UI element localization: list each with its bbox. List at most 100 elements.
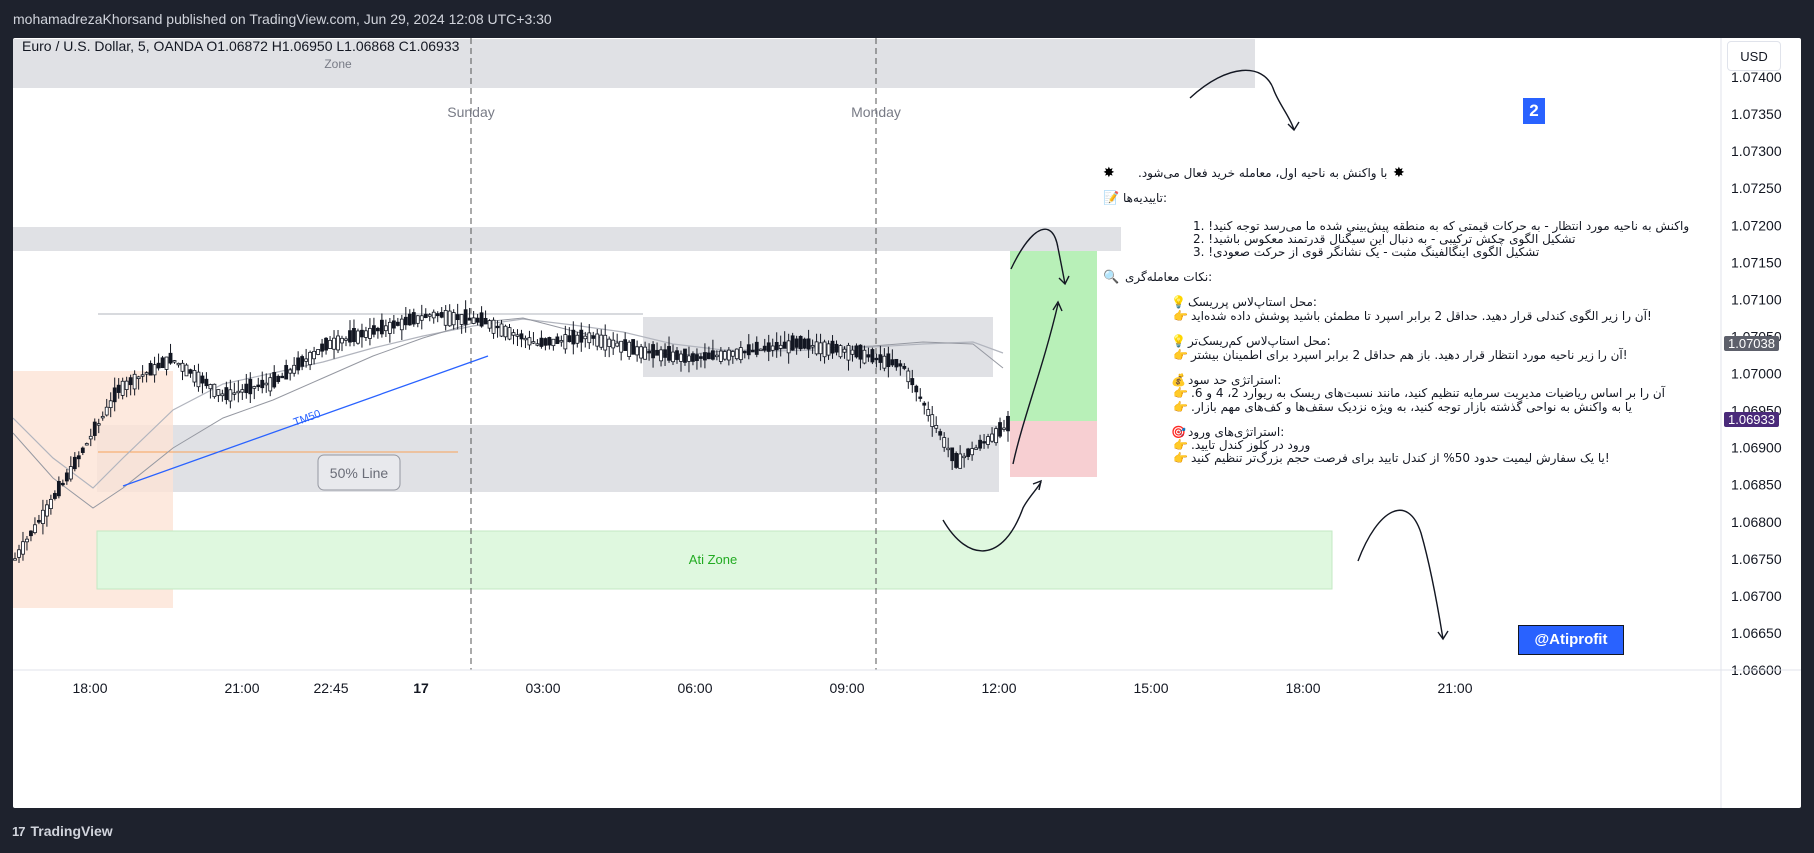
candle-body <box>838 345 843 358</box>
candle-body <box>296 357 301 371</box>
candle-body <box>41 509 45 525</box>
chart-canvas[interactable]: TM50 50% Line Zone Ati Zone Sunday Monda… <box>13 38 1801 808</box>
currency-button[interactable]: USD <box>1727 41 1781 71</box>
candle-body <box>124 380 129 390</box>
price-tick-label: 1.07300 <box>1731 143 1782 159</box>
candle-body <box>986 436 990 445</box>
candle-body <box>368 327 372 339</box>
curve-arrow-top <box>1189 69 1295 131</box>
candle-body <box>172 360 177 363</box>
candle-body <box>108 400 113 409</box>
candle-body <box>116 384 121 393</box>
time-tick-label: 17 <box>413 680 429 696</box>
candle-body <box>627 341 632 357</box>
candle-body <box>13 558 17 561</box>
candle-body <box>140 374 145 377</box>
publisher-line: mohamadrezaKhorsand published on Trading… <box>13 11 552 27</box>
candle-body <box>950 447 955 462</box>
time-tick-label: 18:00 <box>72 680 107 696</box>
session-label-sunday: Sunday <box>447 104 494 120</box>
top-grey-zone <box>13 39 1255 88</box>
candle-body <box>320 343 324 352</box>
candle-body <box>774 341 779 351</box>
candle-body <box>328 339 332 349</box>
candle-body <box>21 541 25 555</box>
candle-body <box>758 348 763 352</box>
candle-body <box>802 338 807 349</box>
hand-icon: 👉 <box>1173 309 1188 323</box>
price-tick-label: 1.07150 <box>1731 254 1782 270</box>
brand[interactable]: 17 TradingView <box>12 823 113 839</box>
candle-body <box>196 371 201 388</box>
candle-body <box>447 310 452 327</box>
candle-body <box>766 342 771 352</box>
candle-body <box>280 375 285 379</box>
candle-body <box>312 350 316 360</box>
prev-price-tag: 1.07038 <box>1724 336 1779 351</box>
notes-headline: .با واکنش به ناحیه اول، معامله خرید فعال… <box>1138 166 1387 181</box>
candle-body <box>571 329 576 345</box>
candle-body <box>292 364 297 374</box>
candle-body <box>395 321 400 326</box>
candle-body <box>607 338 612 348</box>
candle-body <box>372 325 376 335</box>
candle-body <box>555 336 560 344</box>
arrowhead-target <box>1058 275 1070 286</box>
candle-body <box>471 317 476 324</box>
candle-body <box>128 377 133 386</box>
confirmation-2: 2. !تشکیل الگوی چکش ترکیبی - به دنبال ای… <box>1193 232 1575 247</box>
confirmation-3: 3. !تشکیل الگوی اینگالفینگ مثبت - یک نشا… <box>1193 245 1539 260</box>
price-tick-label: 1.06650 <box>1731 625 1782 641</box>
price-tick-label: 1.06700 <box>1731 588 1782 604</box>
candle-body <box>778 344 783 349</box>
candle-body <box>930 414 935 427</box>
candle-body <box>403 316 408 326</box>
price-tick-label: 1.06750 <box>1731 551 1782 567</box>
price-axis[interactable]: 1.07400 1.07350 1.07300 1.07250 1.07200 1.071… <box>1731 69 1782 678</box>
brand-name: TradingView <box>30 823 113 839</box>
price-tick-label: 1.07000 <box>1731 366 1782 382</box>
candle-body <box>415 315 420 324</box>
candle-body <box>615 342 620 347</box>
candle-body <box>192 370 197 383</box>
stop-box <box>1010 421 1097 477</box>
candle-body <box>954 452 959 468</box>
candle-body <box>583 335 588 340</box>
candle-body <box>152 364 157 376</box>
candle-body <box>543 338 548 346</box>
candle-body <box>212 383 217 398</box>
tip-3-body2: .یا به واکنش به نواحی گذشته بازار توجه ک… <box>1191 400 1632 415</box>
candle-body <box>439 312 444 318</box>
candle-body <box>96 423 101 426</box>
candle-body <box>714 354 719 358</box>
candle-body <box>938 431 943 436</box>
candle-body <box>962 455 967 459</box>
candle-body <box>623 339 628 351</box>
candle-body <box>519 333 524 340</box>
candle-body <box>264 382 269 386</box>
candle-body <box>364 330 368 338</box>
candle-body <box>244 383 249 394</box>
candle-body <box>17 549 21 558</box>
bulb-icon: 💡 <box>1171 295 1186 309</box>
hand-icon: 👉 <box>1173 386 1188 400</box>
candle-body <box>352 328 356 343</box>
session-label-monday: Monday <box>851 104 901 120</box>
candle-body <box>56 480 61 497</box>
time-axis[interactable]: 18:00 21:00 22:45 17 03:00 06:00 09:00 12:00 15:… <box>72 680 1472 696</box>
candle-body <box>272 372 277 388</box>
candle-body <box>699 356 703 359</box>
tip-3-body: .آن را بر اساس ریاضیات مدیریت سرمایه تنظ… <box>1191 385 1666 401</box>
confirmation-1: 1. !واکنش به ناحیه مورد انتظار - به حرکا… <box>1193 219 1689 234</box>
candle-body <box>507 327 512 340</box>
curve-arrow-bottom <box>942 481 1042 552</box>
price-tick-label: 1.07400 <box>1731 69 1782 85</box>
candle-body <box>918 396 923 399</box>
candle-body <box>814 341 819 355</box>
chart-panel[interactable]: TM50 50% Line Zone Ati Zone Sunday Monda… <box>13 38 1801 808</box>
candle-body <box>523 337 528 341</box>
candle-body <box>383 325 388 332</box>
candle-body <box>850 349 855 355</box>
arrowhead-down <box>1437 630 1449 641</box>
tradingview-logo-icon: 17 <box>12 823 26 839</box>
